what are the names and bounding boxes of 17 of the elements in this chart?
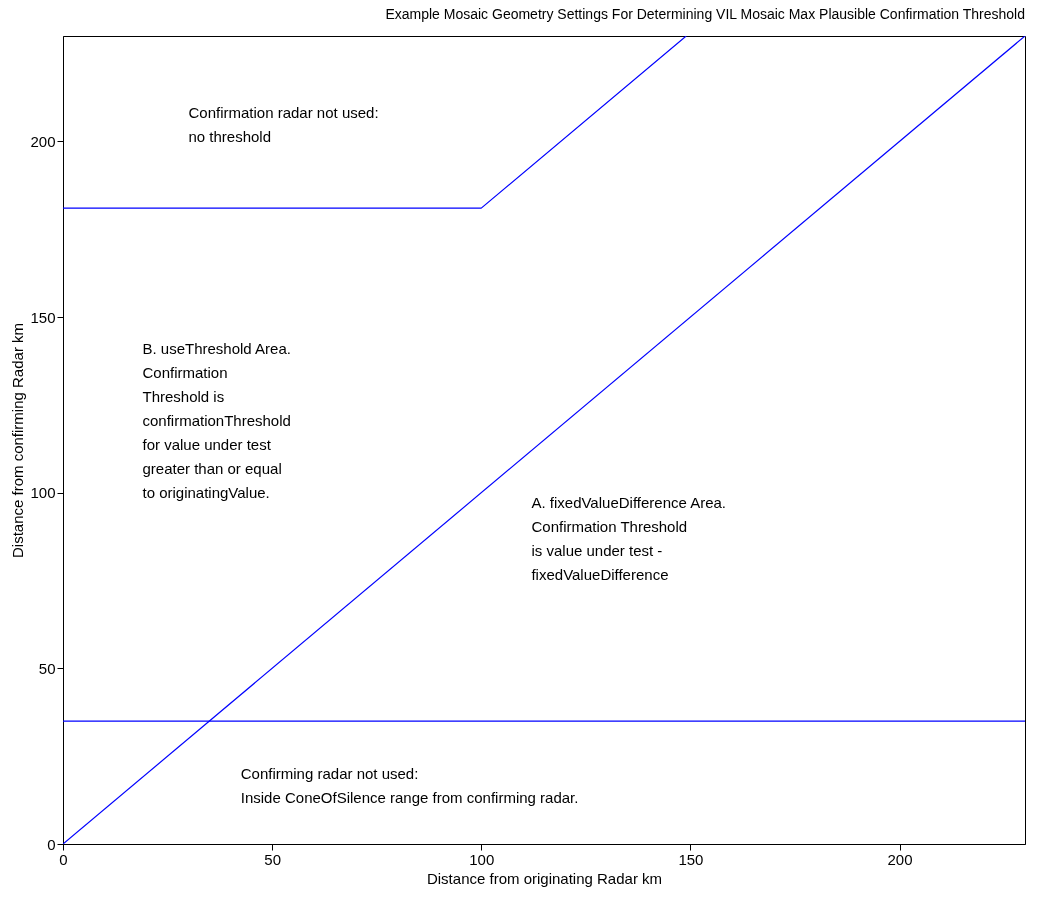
annotation: Confirming radar not used: Inside ConeOfSilence range from confirming radar.: [240, 764, 579, 806]
y-tick-label: 0: [47, 835, 56, 853]
annotation: Confirmation radar not used: no threshold: [188, 104, 379, 146]
x-tick-label: 100: [469, 850, 495, 868]
x-tick-label: 50: [264, 850, 281, 868]
chart-title: Example Mosaic Geometry Settings For Determining VIL Mosaic Max Plausible Confirmation Threshold: [385, 6, 1025, 22]
y-tick-label: 100: [30, 484, 56, 502]
y-tick-label: 200: [30, 132, 56, 150]
annotation: B. useThreshold Area. Confirmation Threshold is confirmationThreshold for value under test greater than or equal to originatingValue.: [142, 339, 291, 501]
x-axis-title: Distance from originating Radar km: [426, 869, 663, 887]
y-axis-title: Distance from confirming Radar km: [9, 322, 27, 559]
x-tick-label: 200: [887, 850, 913, 868]
x-tick-label: 150: [678, 850, 704, 868]
y-tick-label: 150: [30, 308, 56, 326]
y-tick-label: 50: [38, 659, 56, 677]
x-tick-label: 0: [59, 850, 68, 868]
annotation: A. fixedValueDifference Area. Confirmation Threshold is value under test - fixedValueDifference: [531, 494, 727, 584]
